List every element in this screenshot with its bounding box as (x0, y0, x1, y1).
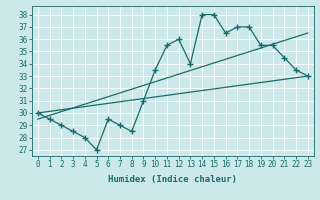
X-axis label: Humidex (Indice chaleur): Humidex (Indice chaleur) (108, 175, 237, 184)
